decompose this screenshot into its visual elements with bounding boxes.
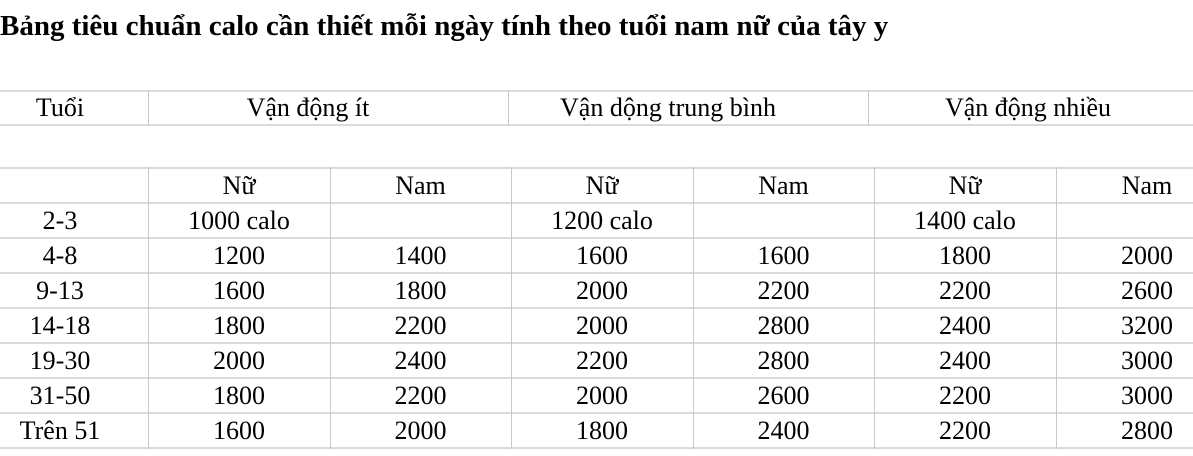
divider: [0, 124, 1193, 126]
table-cell: 1800: [394, 276, 447, 305]
header-group: Vận động nhiều: [944, 93, 1112, 122]
table-cell: 2200: [939, 416, 991, 445]
table-cell: 1600: [213, 276, 265, 305]
divider: [0, 202, 1193, 204]
divider: [0, 307, 1193, 309]
table-cell: 1600: [757, 241, 810, 270]
divider: [0, 237, 1193, 239]
table-cell: 1400 calo: [914, 206, 1016, 235]
divider: [148, 91, 149, 125]
table-cell: 2200: [576, 346, 628, 375]
subheader-cell: Nữ: [222, 171, 256, 200]
table-cell: 9-13: [36, 276, 84, 305]
table-cell: 3200: [1121, 311, 1173, 340]
table-cell: 2600: [757, 381, 810, 410]
divider: [693, 167, 694, 449]
table-cell: 2000: [394, 416, 447, 445]
table-cell: 1600: [576, 241, 628, 270]
table-cell: 2800: [1121, 416, 1173, 445]
table-cell: 2200: [939, 276, 991, 305]
table-cell: 1200: [213, 241, 265, 270]
table-cell: [693, 203, 874, 238]
table-cell: 1600: [213, 416, 265, 445]
header-group: Vận dộng trung bình: [560, 93, 776, 122]
table-cell: 2200: [939, 381, 991, 410]
divider: [0, 377, 1193, 379]
table-cell: 2200: [394, 311, 447, 340]
table-cell: 1800: [213, 311, 265, 340]
table-cell: 1800: [576, 416, 628, 445]
table-cell: 2800: [757, 346, 810, 375]
table-cell: 3000: [1121, 381, 1173, 410]
table-cell: 2400: [939, 346, 991, 375]
table-cell: 2400: [394, 346, 447, 375]
table-cell: 2400: [757, 416, 810, 445]
divider: [0, 447, 1193, 449]
table-cell: 2200: [394, 381, 447, 410]
table-cell: 2000: [1121, 241, 1173, 270]
divider: [868, 91, 869, 125]
divider: [511, 167, 512, 449]
table-cell: 2000: [576, 276, 628, 305]
table-cell: 2600: [1121, 276, 1173, 305]
divider: [0, 272, 1193, 274]
subheader-cell: Nữ: [948, 171, 982, 200]
subheader-cell: Nam: [758, 171, 809, 200]
header-group: Vận động ít: [246, 93, 370, 122]
divider: [508, 91, 509, 125]
table-cell: 14-18: [29, 311, 91, 340]
subheader-cell: Nam: [1121, 171, 1173, 200]
page-title: Bảng tiêu chuẩn calo cần thiết mỗi ngày …: [0, 10, 889, 42]
table-cell: 1200 calo: [551, 206, 653, 235]
table-cell: 2000: [576, 381, 628, 410]
subheader-cell: Nam: [395, 171, 446, 200]
table-cell: 2-3: [42, 206, 78, 235]
table-cell: 4-8: [42, 241, 78, 270]
table-cell: 1400: [394, 241, 447, 270]
subheader-cell: [0, 168, 120, 203]
table-cell: 2800: [757, 311, 810, 340]
divider: [330, 167, 331, 449]
table-cell: 2000: [213, 346, 265, 375]
table-cell: Trên 51: [19, 416, 101, 445]
divider: [0, 167, 1193, 169]
table-cell: 1000 calo: [188, 206, 290, 235]
table-cell: 3000: [1121, 346, 1173, 375]
table-cell: [330, 203, 511, 238]
divider: [0, 342, 1193, 344]
divider: [1056, 167, 1057, 449]
table-cell: 1800: [213, 381, 265, 410]
table-cell: 19-30: [29, 346, 91, 375]
table-cell: 1800: [939, 241, 991, 270]
table-cell: [1056, 203, 1193, 238]
header-age: Tuổi: [35, 93, 85, 122]
table-cell: 2200: [757, 276, 810, 305]
table-cell: 2400: [939, 311, 991, 340]
divider: [0, 90, 1193, 92]
divider: [148, 167, 149, 449]
table-cell: 2000: [576, 311, 628, 340]
divider: [874, 167, 875, 449]
subheader-cell: Nữ: [585, 171, 619, 200]
table-cell: 31-50: [29, 381, 91, 410]
divider: [0, 412, 1193, 414]
